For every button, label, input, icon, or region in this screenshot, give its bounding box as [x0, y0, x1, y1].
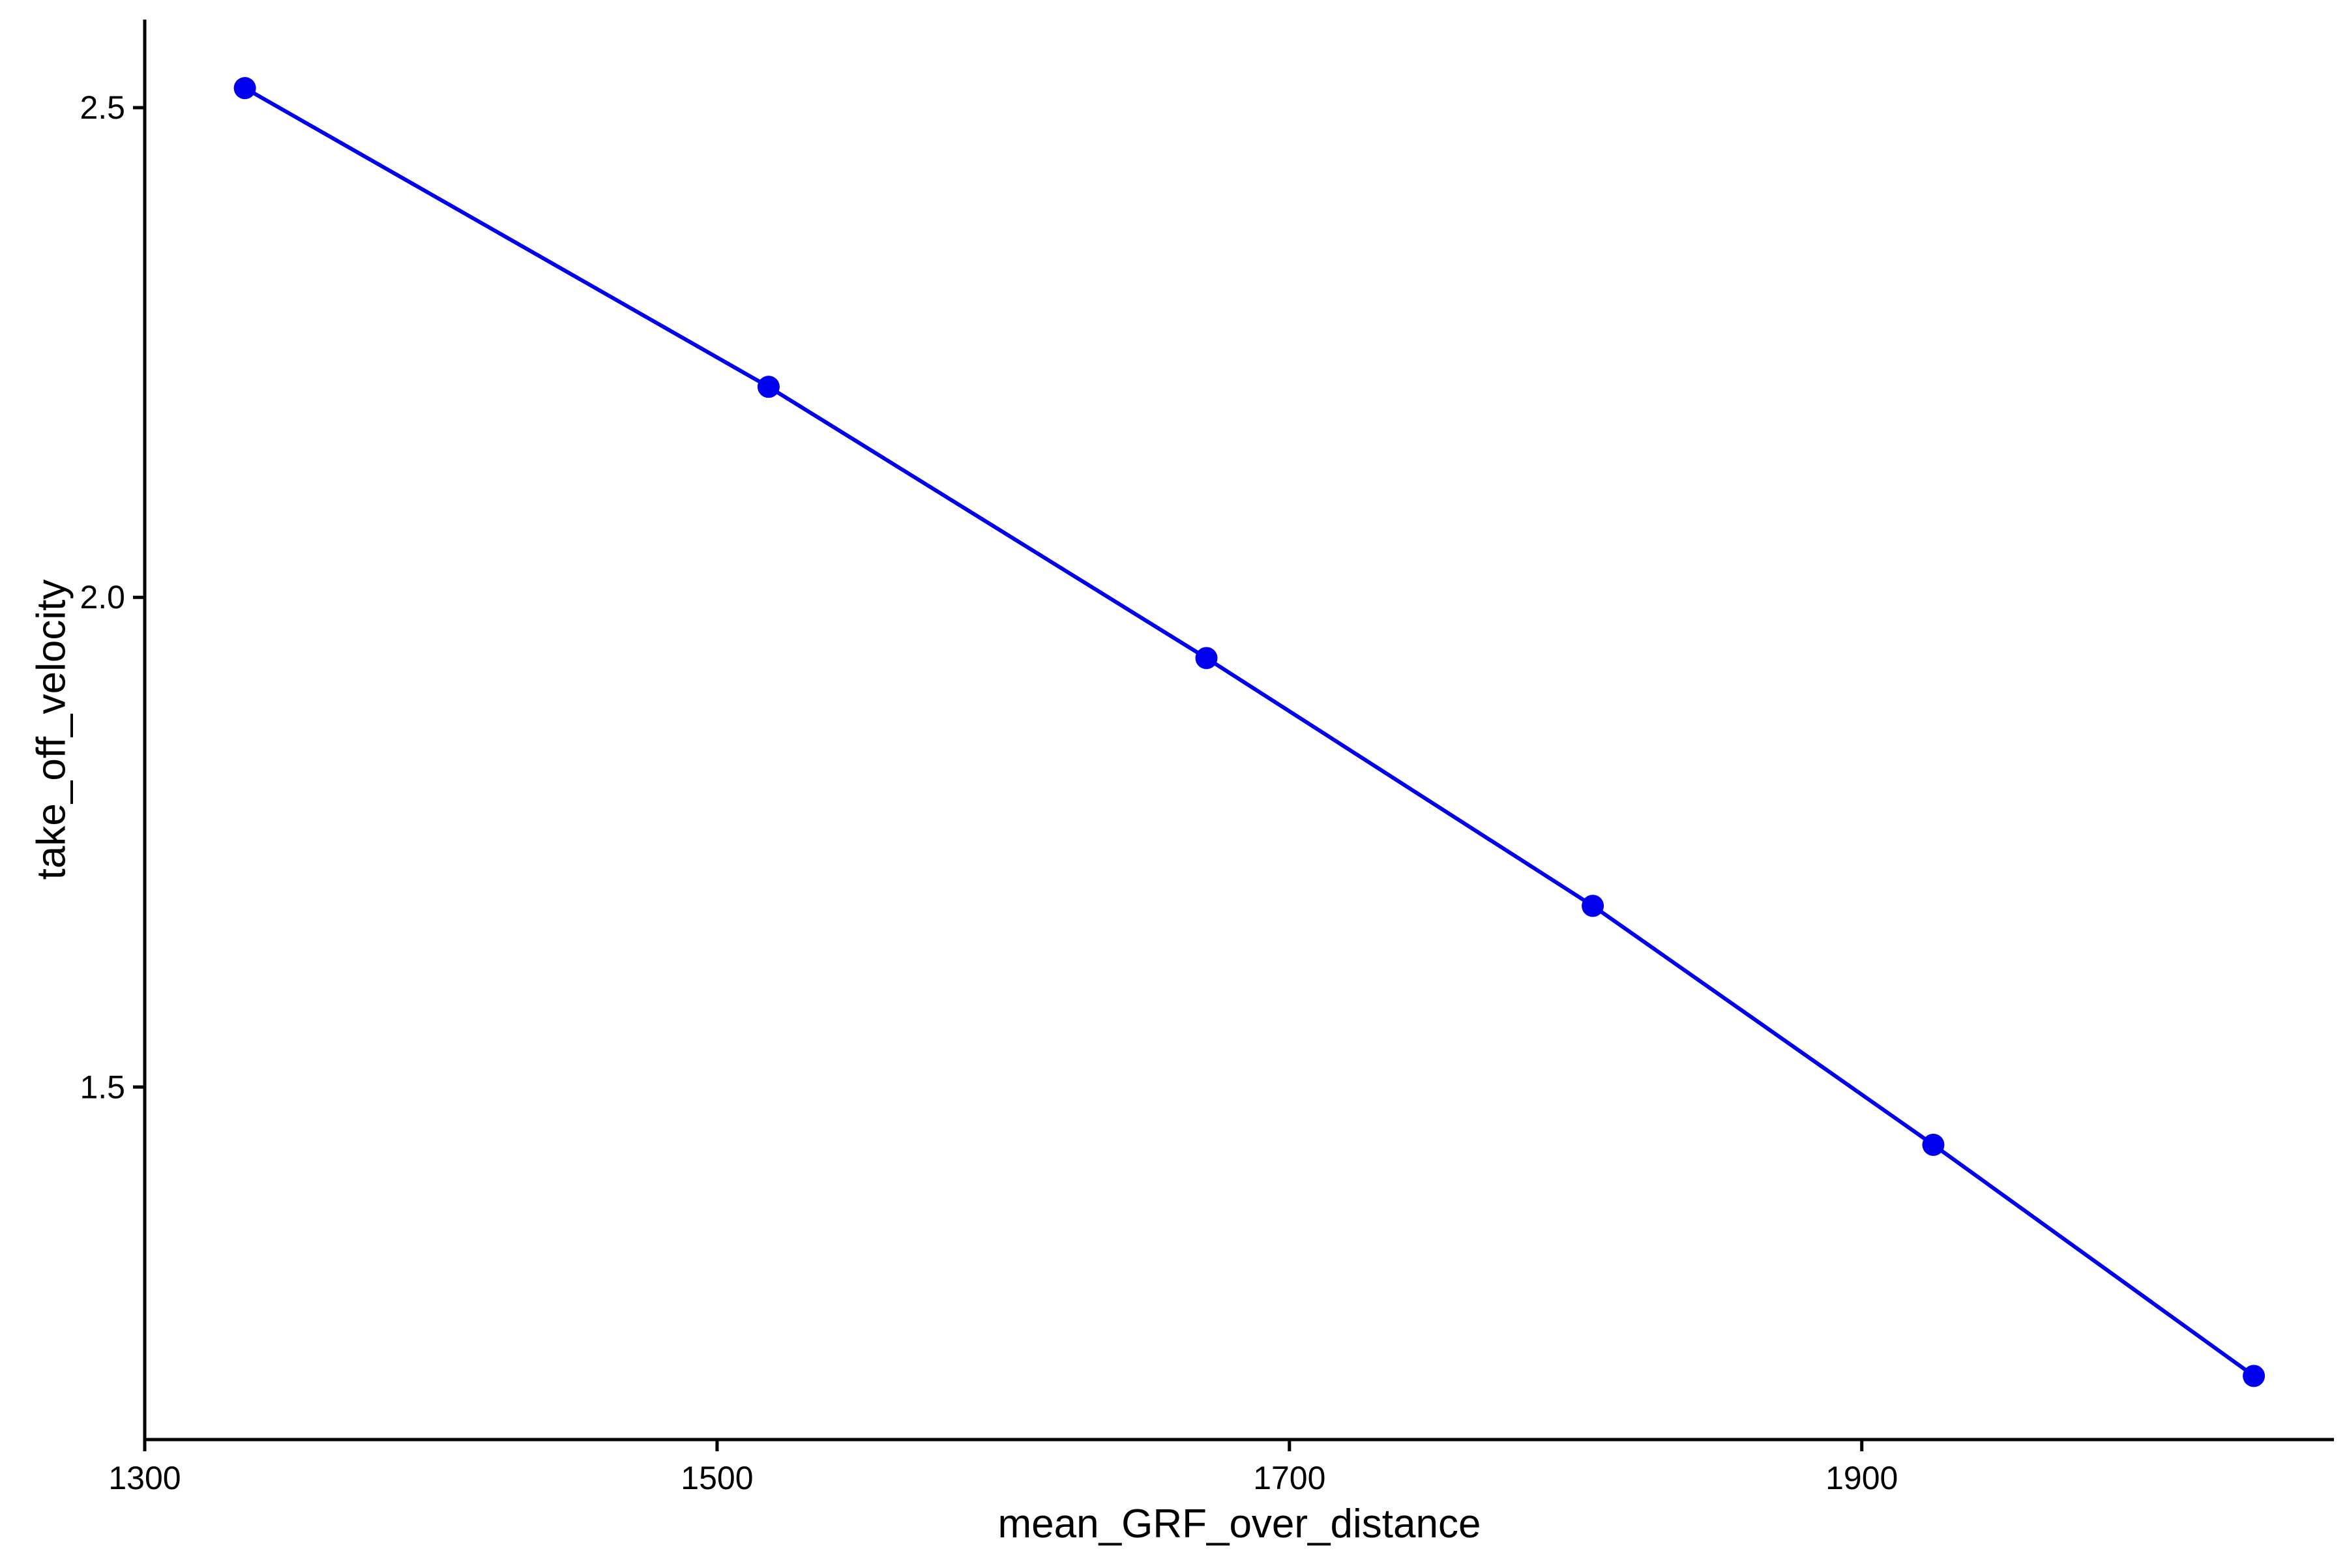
data-point [757, 376, 780, 398]
data-point [1582, 895, 1604, 917]
plot-marks [233, 77, 2266, 1387]
x-tick-label: 1900 [1825, 1460, 1898, 1496]
y-tick-label: 2.0 [80, 579, 125, 615]
x-tick-label: 1500 [681, 1460, 753, 1496]
data-point [233, 77, 256, 100]
data-point [1922, 1133, 1945, 1156]
x-axis-ticks: 1300 1500 1700 1900 [108, 1440, 1898, 1496]
data-point [1195, 647, 1218, 670]
series-line [244, 86, 2255, 1378]
x-axis-title: mean_GRF_over_distance [998, 1501, 1481, 1546]
y-tick-label: 1.5 [80, 1069, 125, 1105]
x-tick-label: 1700 [1253, 1460, 1325, 1496]
y-axis-title: take_off_velocity [29, 580, 74, 880]
x-tick-label: 1300 [108, 1460, 181, 1496]
y-axis-ticks: 1.5 2.0 2.5 [80, 89, 145, 1105]
data-point [2243, 1365, 2266, 1387]
y-tick-label: 2.5 [80, 89, 125, 126]
